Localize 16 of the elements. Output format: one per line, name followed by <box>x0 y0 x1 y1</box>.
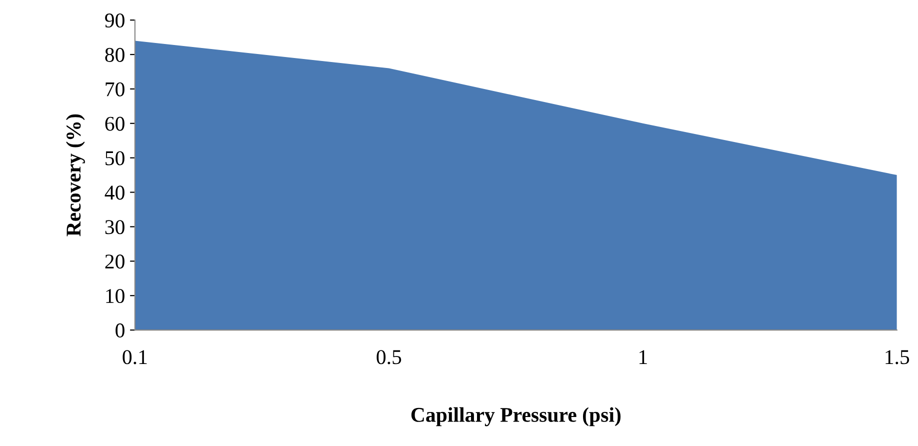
y-tick-label: 10 <box>106 288 124 304</box>
y-tick-label: 50 <box>106 151 124 166</box>
x-tick-label: 0.1 <box>122 350 147 364</box>
x-tick-label: 1.5 <box>886 350 910 364</box>
y-tick-label: 70 <box>106 82 124 96</box>
y-tick-label: 30 <box>105 220 124 234</box>
x-tick-label: 0.5 <box>376 350 402 364</box>
y-tick-label: 40 <box>104 186 124 200</box>
y-tick-label: 20 <box>105 254 124 269</box>
y-tick-label: 0 <box>116 323 124 338</box>
x-tick-label: 1 <box>640 350 647 364</box>
y-axis-title: Recovery (%) <box>66 114 85 236</box>
y-tick-label: 80 <box>105 48 124 62</box>
y-tick-label: 90 <box>105 13 124 28</box>
x-axis-title: Capillary Pressure (psi) <box>411 407 621 426</box>
y-tick-label: 60 <box>105 116 124 131</box>
